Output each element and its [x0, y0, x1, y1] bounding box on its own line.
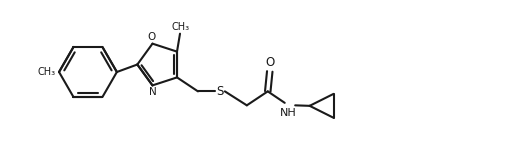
Text: S: S — [216, 85, 223, 98]
Text: O: O — [148, 32, 156, 42]
Text: NH: NH — [280, 108, 297, 118]
Text: CH₃: CH₃ — [38, 67, 56, 77]
Text: N: N — [148, 87, 156, 97]
Text: CH₃: CH₃ — [171, 22, 189, 32]
Text: O: O — [265, 56, 274, 69]
